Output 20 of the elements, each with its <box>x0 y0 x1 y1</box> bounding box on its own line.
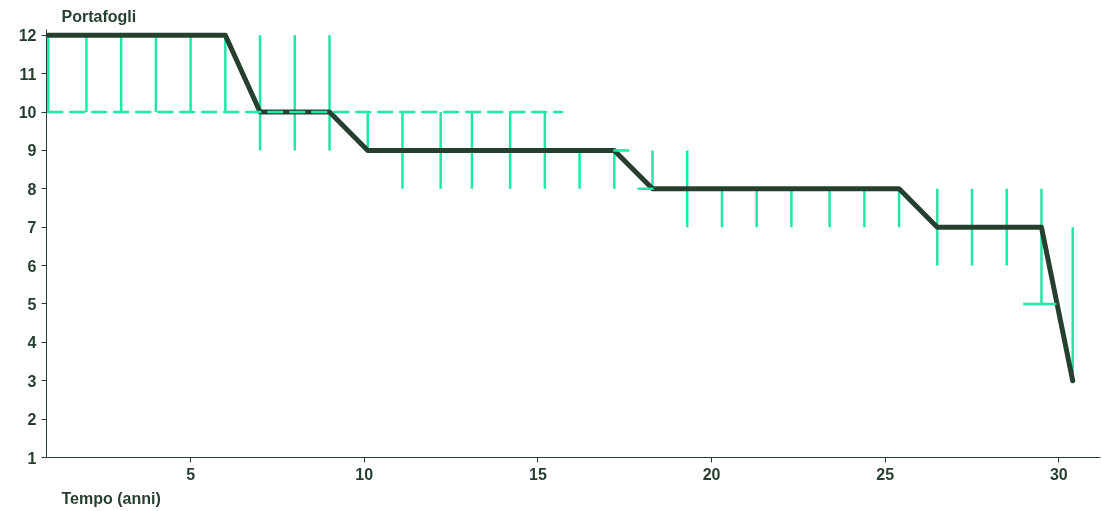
y-tick-label: 3 <box>27 372 37 390</box>
y-tick-label: 11 <box>19 65 37 83</box>
x-tick-label: 10 <box>355 465 374 483</box>
y-tick-label: 10 <box>18 104 37 122</box>
y-tick-label: 1 <box>27 449 37 467</box>
y-tick-label: 7 <box>27 219 37 237</box>
x-tick-label: 5 <box>186 465 196 483</box>
y-tick-label: 2 <box>27 411 37 429</box>
y-axis-title: Portafogli <box>61 7 137 25</box>
y-tick-label: 12 <box>18 27 37 45</box>
x-tick-label: 20 <box>702 465 721 483</box>
x-tick-label: 15 <box>529 465 547 483</box>
y-tick-label: 9 <box>27 142 37 160</box>
x-axis-title: Tempo (anni) <box>61 489 161 507</box>
y-tick-label: 8 <box>27 180 37 198</box>
y-tick-label: 4 <box>27 334 37 352</box>
y-tick-label: 6 <box>27 257 37 275</box>
x-tick-label: 30 <box>1049 465 1068 483</box>
y-tick-label: 5 <box>27 295 37 313</box>
x-tick-label: 25 <box>876 465 895 483</box>
